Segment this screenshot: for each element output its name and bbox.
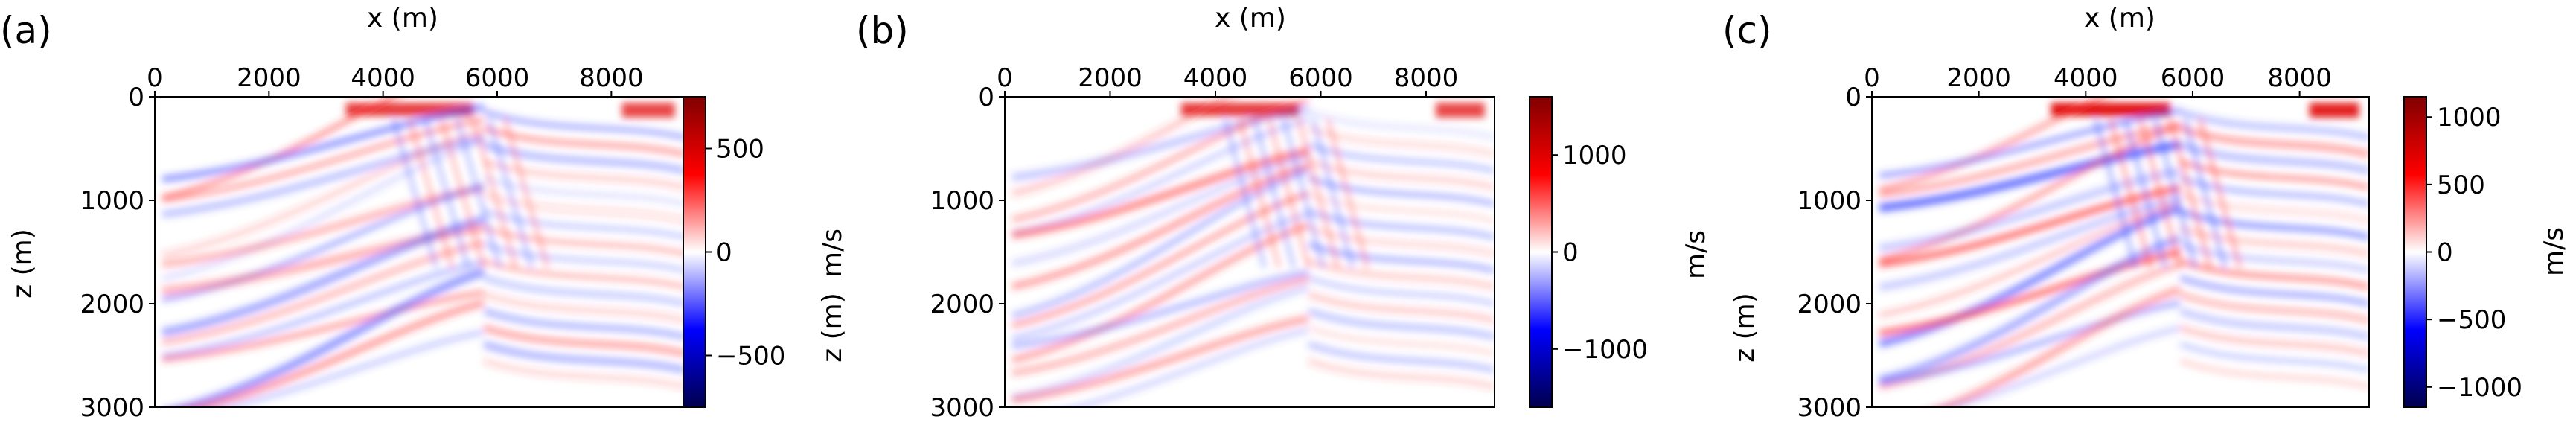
x-tick-label: 8000 [1394,63,1459,93]
y-axis-label: z (m) [7,229,38,299]
panel-label: (c) [1722,9,1772,52]
y-axis-label: z (m) [1730,293,1760,363]
y-tick-label: 2000 [1797,290,1861,319]
x-tick-label: 6000 [465,63,530,93]
y-tick-label: 2000 [80,290,144,319]
x-axis-label: x (m) [367,3,438,34]
plot-area: 0 2000 4000 6000 8000 0 1000 2000 3000 [80,63,686,423]
colorbar-tick-label: −500 [716,342,785,371]
panel-c: (c) x (m) z (m) 0 2000 4000 6000 8000 0 1000 20… [1722,3,2569,423]
colorbar: 1000 500 0 −500 −1000 [2403,96,2522,408]
colorbar-label: m/s [2539,227,2569,276]
y-tick-label: 2000 [930,290,994,319]
y-tick-label: 0 [128,83,144,112]
panel-label: (a) [0,9,52,52]
colorbar-gradient [2403,96,2427,408]
x-tick-label: 8000 [579,63,644,93]
panel-b: (b) x (m) z (m) m/s 0 2000 4000 6000 8000010… [817,3,1711,423]
x-tick-label: 6000 [1288,63,1353,93]
x-axis-label: x (m) [2084,3,2155,34]
plot-area: 0 2000 4000 6000 8000 0 1000 2000 3000 [1797,63,2370,423]
x-tick-label: 2000 [237,63,301,93]
colorbar-gradient [1529,96,1553,408]
colorbar-tick-label: −1000 [2437,373,2522,403]
y-tick-label: 0 [978,83,994,112]
x-axis-label: x (m) [1215,3,1286,34]
colorbar-tick-label: −500 [2437,305,2506,335]
colorbar-tick-label: 500 [716,135,764,165]
x-tick-label: 4000 [2054,63,2118,93]
side-unit-label: m/s [817,229,848,278]
x-tick-label: 4000 [351,63,415,93]
panel-label: (b) [856,9,909,52]
y-tick-label: 1000 [1797,186,1861,216]
colorbar: 500 0 −500 [683,96,785,408]
plot-area: 0 2000 4000 6000 8000 0 1000 2000 3000 [930,63,1495,423]
plot-frame [1871,96,2370,408]
colorbar-tick-label: 500 [2437,170,2485,200]
x-tick-label: 0 [997,63,1013,93]
colorbar-tick-label: 1000 [2437,103,2502,133]
colorbar-tick-label: −1000 [1562,335,1648,365]
x-tick-label: 4000 [1183,63,1248,93]
x-tick-label: 6000 [2161,63,2225,93]
colorbar-tick-label: 0 [2437,238,2453,268]
y-tick-label: 0 [1845,83,1861,112]
x-tick-label: 0 [147,63,163,93]
x-tick-label: 2000 [1946,63,2011,93]
colorbar: 1000 0 −1000 [1529,96,1648,408]
plot-frame [1004,96,1495,408]
x-tick-label: 8000 [2267,63,2332,93]
colorbar-label: m/s [1681,230,1711,279]
y-tick-label: 1000 [930,186,994,216]
y-tick-label: 3000 [80,393,144,423]
panel-a: (a) x (m) z (m) 0 2000 4000 6000 8000 0 1000 20… [0,3,785,423]
y-tick-label: 3000 [1797,393,1861,423]
y-tick-label: 3000 [930,393,994,423]
x-tick-label: 0 [1864,63,1880,93]
y-tick-label: 1000 [80,186,144,216]
colorbar-tick-label: 0 [1562,238,1579,268]
colorbar-tick-label: 1000 [1562,141,1627,170]
x-tick-label: 2000 [1078,63,1142,93]
y-axis-label: z (m) [817,293,848,363]
colorbar-gradient [683,96,706,408]
colorbar-tick-label: 0 [716,238,732,268]
